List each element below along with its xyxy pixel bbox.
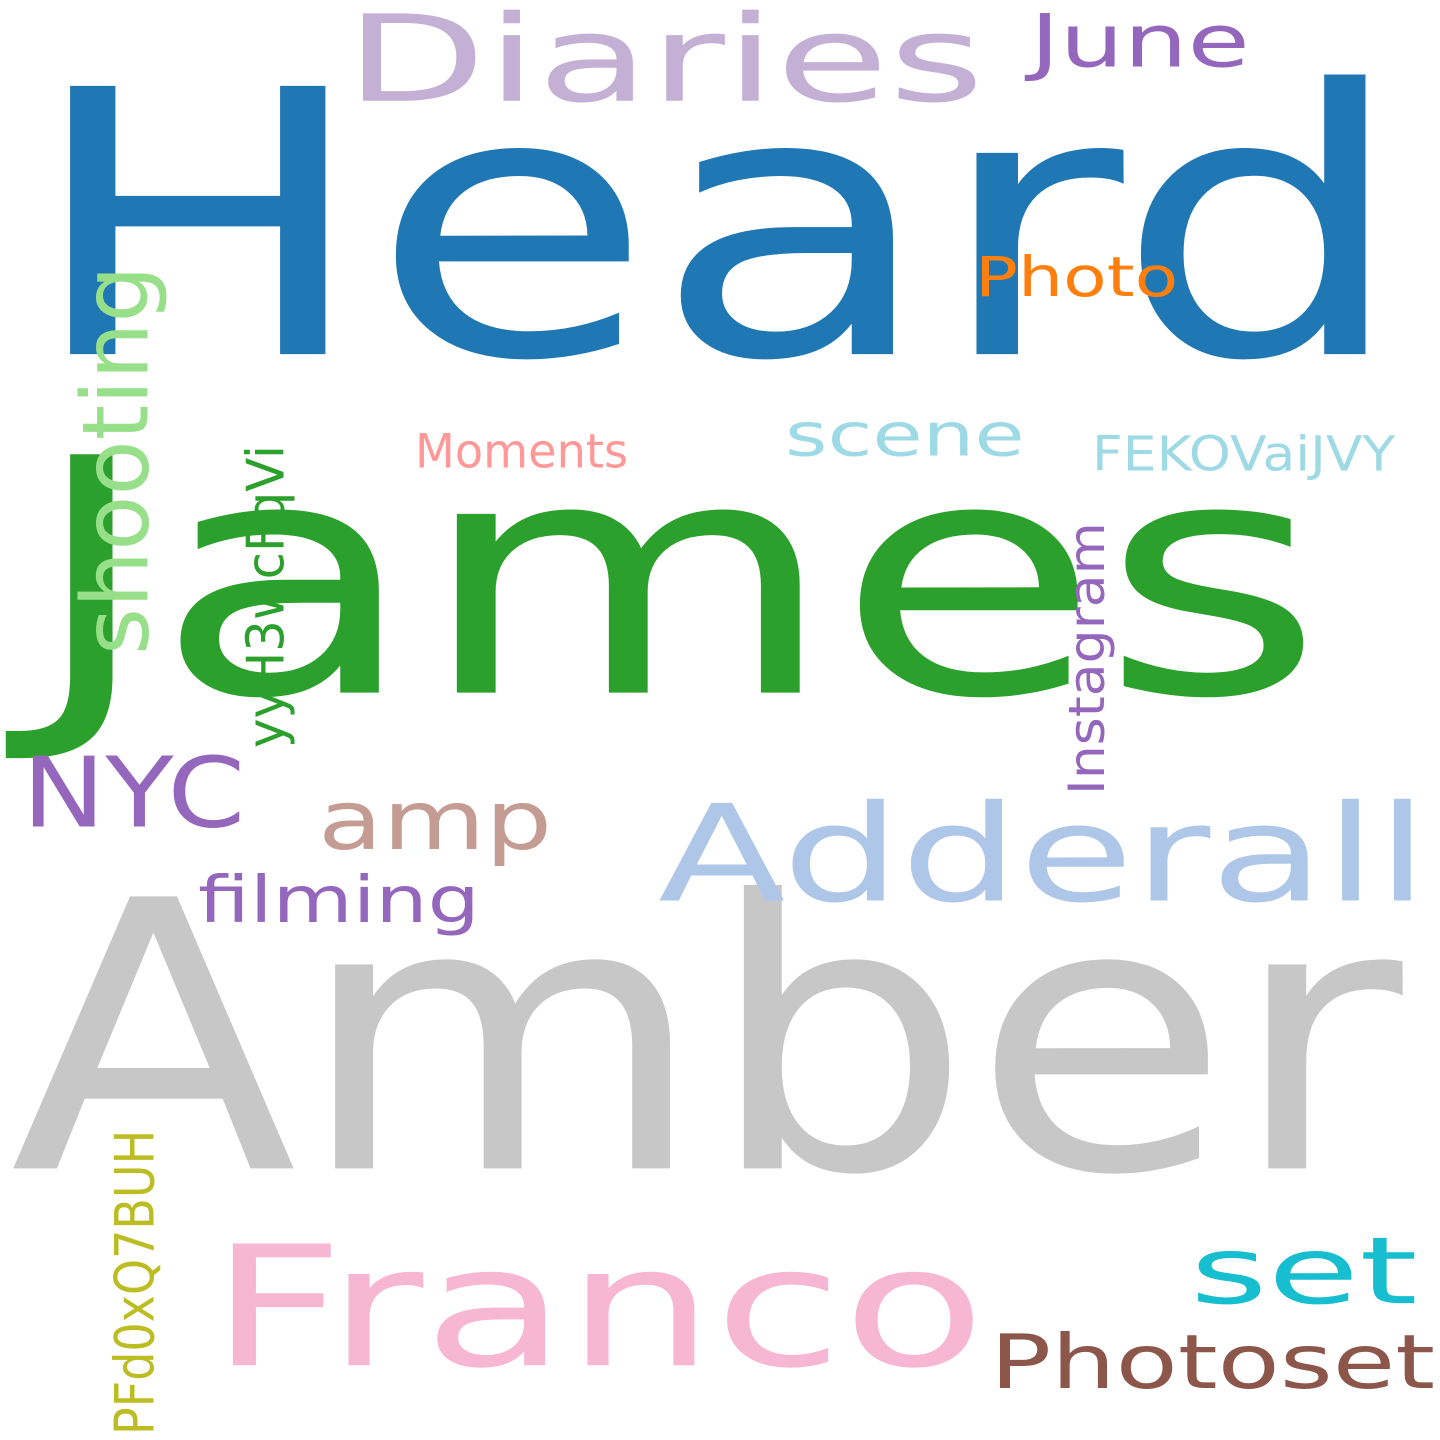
word-shooting: shooting (61, 265, 170, 655)
word-franco: Franco (210, 1209, 986, 1406)
word-photoset: Photoset (990, 1318, 1436, 1406)
word-nyc: NYC (22, 736, 246, 850)
word-moments: Moments (415, 423, 629, 479)
word-fekovaijvy: FEKOVaiJVY (1092, 425, 1396, 482)
word-adderall: Adderall (658, 775, 1429, 933)
word-june: June (1030, 0, 1250, 84)
word-pfd0xq7buh: PFd0xQ7BUH (103, 1129, 167, 1435)
word-instagram: Instagram (1057, 522, 1117, 795)
word-diaries: Diaries (345, 0, 985, 130)
word-james: James (28, 388, 1325, 772)
word-amp: amp (318, 772, 553, 869)
word-photo: Photo (975, 245, 1179, 310)
word-yyh3wcfqvi: yyH3wcFqVi (235, 445, 297, 748)
word-scene: scene (785, 399, 1025, 470)
word-heard: Heard (25, 11, 1408, 443)
word-amber: Amber (10, 821, 1403, 1258)
word-set: set (1190, 1216, 1418, 1326)
word-filming: filming (198, 862, 480, 938)
